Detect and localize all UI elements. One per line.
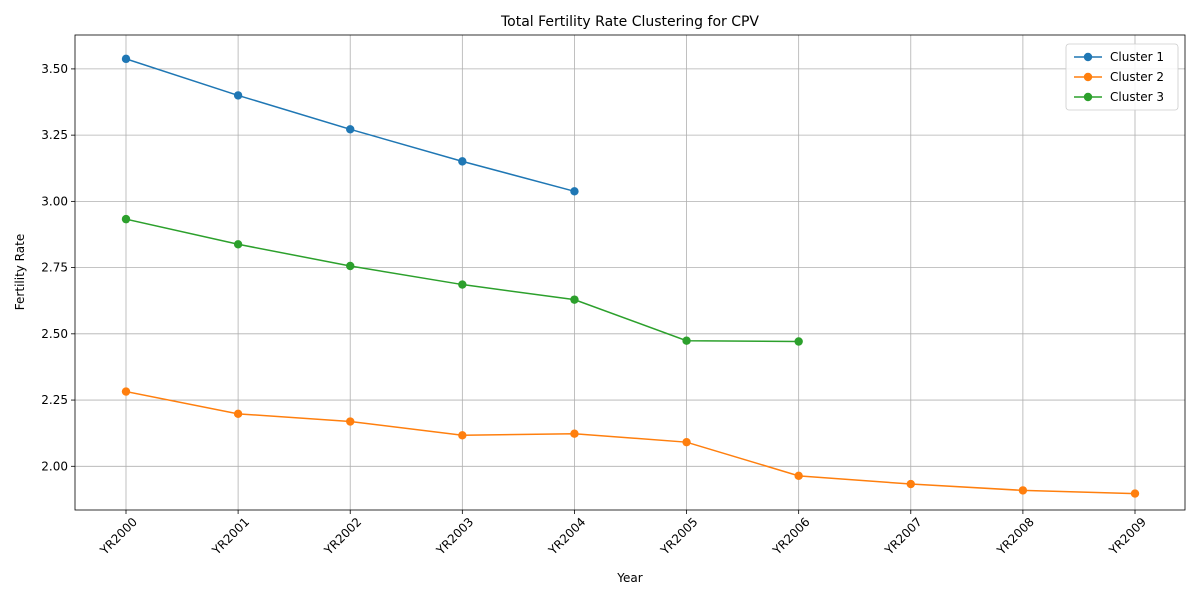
legend: Cluster 1 Cluster 2 Cluster 3: [1065, 43, 1179, 111]
data-point-cluster-1: [233, 91, 243, 100]
grid-lines: [75, 35, 1185, 510]
data-point-cluster-1: [121, 54, 131, 64]
data-point-cluster-2: [906, 479, 915, 489]
legend-box: [1065, 43, 1179, 111]
x-axis-label: Year: [616, 571, 642, 585]
legend-marker: [1083, 52, 1093, 62]
legend-entry-cluster-3: Cluster 3: [1110, 90, 1164, 104]
data-point-cluster-1: [458, 157, 467, 166]
chart-title: Total Fertility Rate Clustering for CPV: [500, 14, 759, 30]
legend-entry-cluster-2: Cluster 2: [1110, 70, 1164, 84]
y-axis-label: Fertility Rate: [13, 234, 27, 310]
legend-marker: [1083, 72, 1093, 82]
data-point-cluster-2: [794, 471, 803, 481]
data-point-cluster-2: [233, 409, 243, 419]
data-point-cluster-3: [570, 295, 579, 304]
series-lines: [121, 54, 1140, 498]
data-point-cluster-2: [458, 431, 467, 440]
y-tick-label: 3.50: [41, 62, 68, 76]
data-point-cluster-2: [121, 387, 131, 396]
legend-entry-cluster-1: Cluster 1: [1110, 50, 1164, 64]
data-point-cluster-2: [346, 417, 355, 426]
y-tick-label: 2.50: [41, 327, 68, 341]
y-tick-label: 2.25: [41, 393, 68, 407]
data-point-cluster-3: [794, 337, 803, 346]
data-point-cluster-3: [346, 261, 355, 271]
y-axis-ticks: 2.00 2.25 2.50 2.75 3.00 3.25 3.50: [41, 62, 75, 473]
data-point-cluster-2: [1130, 489, 1140, 498]
data-point-cluster-3: [233, 240, 243, 249]
y-tick-label: 2.00: [41, 459, 68, 473]
series-line-cluster-2: [125, 390, 1136, 495]
data-point-cluster-2: [682, 437, 691, 447]
data-point-cluster-1: [570, 187, 579, 196]
plot-frame: [74, 34, 1186, 511]
y-tick-label: 3.00: [41, 194, 68, 208]
data-point-cluster-2: [570, 429, 579, 438]
data-point-cluster-3: [682, 336, 691, 345]
data-point-cluster-3: [121, 214, 131, 224]
y-tick-label: 3.25: [41, 128, 68, 142]
data-point-cluster-2: [1018, 486, 1028, 495]
y-tick-label: 2.75: [41, 261, 68, 275]
legend-marker: [1083, 92, 1093, 102]
data-point-cluster-1: [346, 125, 355, 134]
data-point-cluster-3: [458, 280, 467, 289]
